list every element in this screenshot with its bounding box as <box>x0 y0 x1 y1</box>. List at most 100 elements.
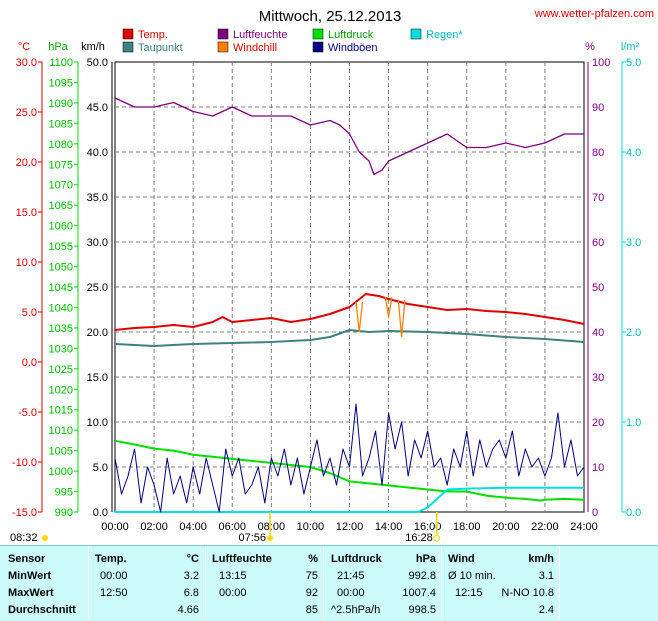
site-link[interactable]: www.wetter-pfalzen.com <box>534 8 654 20</box>
hum-tick-label: 100 <box>592 57 610 69</box>
hum-tick-label: 20 <box>592 417 604 429</box>
stats-press-value: 998.5 <box>408 604 436 616</box>
temp-tick-label: -15.0 <box>12 507 37 519</box>
hum-tick-label: 70 <box>592 192 604 204</box>
temp-tick-label: 10.0 <box>16 257 37 269</box>
stats-header-hum-unit: % <box>308 553 318 565</box>
sunrise-label: 07:56 <box>238 532 266 544</box>
pressure-tick-label: 1075 <box>49 159 73 171</box>
pressure-tick-label: 1100 <box>49 57 73 69</box>
pressure-tick-label: 1010 <box>49 425 73 437</box>
series-windchill <box>355 301 364 333</box>
temp-tick-label: 25.0 <box>16 107 37 119</box>
rain-tick-label: 4.0 <box>626 147 641 159</box>
stats-hum-value: 92 <box>305 587 318 599</box>
pressure-tick-label: 1035 <box>49 323 73 335</box>
pressure-tick-label: 1045 <box>49 282 73 294</box>
stats-header-hum: Luftfeuchte <box>212 553 272 565</box>
time-tick-label: 06:00 <box>218 521 246 533</box>
stats-divider <box>323 546 324 621</box>
stats-divider <box>441 546 442 621</box>
legend-label: Luftdruck <box>328 29 374 41</box>
series-temp <box>114 293 585 331</box>
stats-press-time: 21:45 <box>337 570 365 582</box>
rain-tick-label: 0.0 <box>626 507 641 519</box>
rain-tick-label: 3.0 <box>626 237 641 249</box>
pressure-tick-label: 1005 <box>49 446 73 458</box>
rain-tick-label: 1.0 <box>626 417 641 429</box>
sun-markers: 08:32 07:56 16:28 <box>10 512 441 544</box>
time-tick-label: 00:00 <box>101 521 129 533</box>
stats-hum-time: 13:15 <box>219 570 247 582</box>
time-tick-label: 20:00 <box>492 521 520 533</box>
wind-tick-label: 50.0 <box>87 57 108 69</box>
legend-label: Luftfeuchte <box>233 29 287 41</box>
stats-header-press-unit: hPa <box>415 553 436 565</box>
pressure-tick-label: 1080 <box>49 139 73 151</box>
rain-axis-unit: l/m² <box>621 41 640 53</box>
time-tick-label: 14:00 <box>375 521 403 533</box>
legend-swatch <box>312 41 324 53</box>
legend-swatch <box>122 28 134 40</box>
legend-swatch <box>122 41 134 53</box>
temp-tick-label: 5.0 <box>22 307 37 319</box>
wind-tick-label: 5.0 <box>93 462 108 474</box>
legend-swatch <box>410 28 422 40</box>
rain-tick-label: 2.0 <box>626 327 641 339</box>
legend-swatch <box>312 28 324 40</box>
legend: Temp. Luftfeuchte Luftdruck Regen* Taupunkt W… <box>122 28 463 54</box>
stats-header-temp-unit: °C <box>186 553 199 565</box>
series-windchill <box>397 299 406 338</box>
series-windböen <box>114 403 585 513</box>
legend-swatch <box>217 28 229 40</box>
temp-tick-label: -10.0 <box>12 457 37 469</box>
stats-header-wind-unit: km/h <box>528 553 554 565</box>
temp-axis-unit: °C <box>18 41 30 53</box>
time-tick-label: 24:00 <box>570 521 598 533</box>
stats-temp-value: 3.2 <box>183 570 199 582</box>
legend-label: Windböen <box>328 42 378 54</box>
legend-label: Temp. <box>138 29 168 41</box>
stats-press-value: 992.8 <box>408 570 436 582</box>
time-tick-label: 04:00 <box>179 521 207 533</box>
temp-tick-label: 30.0 <box>16 57 37 69</box>
wind-tick-label: 30.0 <box>87 237 108 249</box>
legend-label: Windchill <box>233 42 277 54</box>
hum-tick-label: 0 <box>592 507 598 519</box>
stats-hum-value: 75 <box>305 570 318 582</box>
stats-wind-value: 3.1 <box>538 570 554 582</box>
stats-wind-value: N-NO 10.8 <box>501 587 554 599</box>
series-luftdruck <box>114 439 585 502</box>
stats-divider <box>559 546 560 621</box>
tick-labels: 30.0 25.0 20.0 15.0 10.0 5.0 0.0 -5.0 -10.0 -15.0… <box>12 57 641 533</box>
wind-axis-unit: km/h <box>81 41 105 53</box>
time-tick-label: 16:00 <box>414 521 442 533</box>
stats-temp-value: 4.66 <box>177 604 199 616</box>
wind-tick-label: 45.0 <box>87 102 108 114</box>
time-tick-label: 22:00 <box>531 521 559 533</box>
hum-tick-label: 10 <box>592 462 604 474</box>
moon-icon <box>42 535 48 541</box>
stats-row-label: MinWert <box>8 570 52 582</box>
stats-header-temp: Temp. <box>95 553 127 565</box>
series-windchill <box>384 296 393 318</box>
pressure-tick-label: 1000 <box>49 466 73 478</box>
pressure-tick-label: 1090 <box>49 98 73 110</box>
axis-lines <box>41 62 623 512</box>
pressure-tick-label: 1020 <box>49 384 73 396</box>
time-tick-label: 12:00 <box>336 521 364 533</box>
stats-row-label: MaxWert <box>8 587 54 599</box>
stats-hum-time: 00:00 <box>219 587 247 599</box>
hum-axis-unit: % <box>585 41 595 53</box>
sun-icon <box>267 535 274 541</box>
stats-divider <box>88 546 89 621</box>
hum-tick-label: 50 <box>592 282 604 294</box>
stats-divider <box>205 546 206 621</box>
hum-tick-label: 40 <box>592 327 604 339</box>
time-tick-label: 18:00 <box>453 521 481 533</box>
pressure-tick-label: 1015 <box>49 405 73 417</box>
stats-temp-value: 6.8 <box>183 587 199 599</box>
wind-tick-label: 35.0 <box>87 192 108 204</box>
stats-row-label: Durchschnitt <box>8 604 76 616</box>
pressure-tick-label: 990 <box>55 507 73 519</box>
